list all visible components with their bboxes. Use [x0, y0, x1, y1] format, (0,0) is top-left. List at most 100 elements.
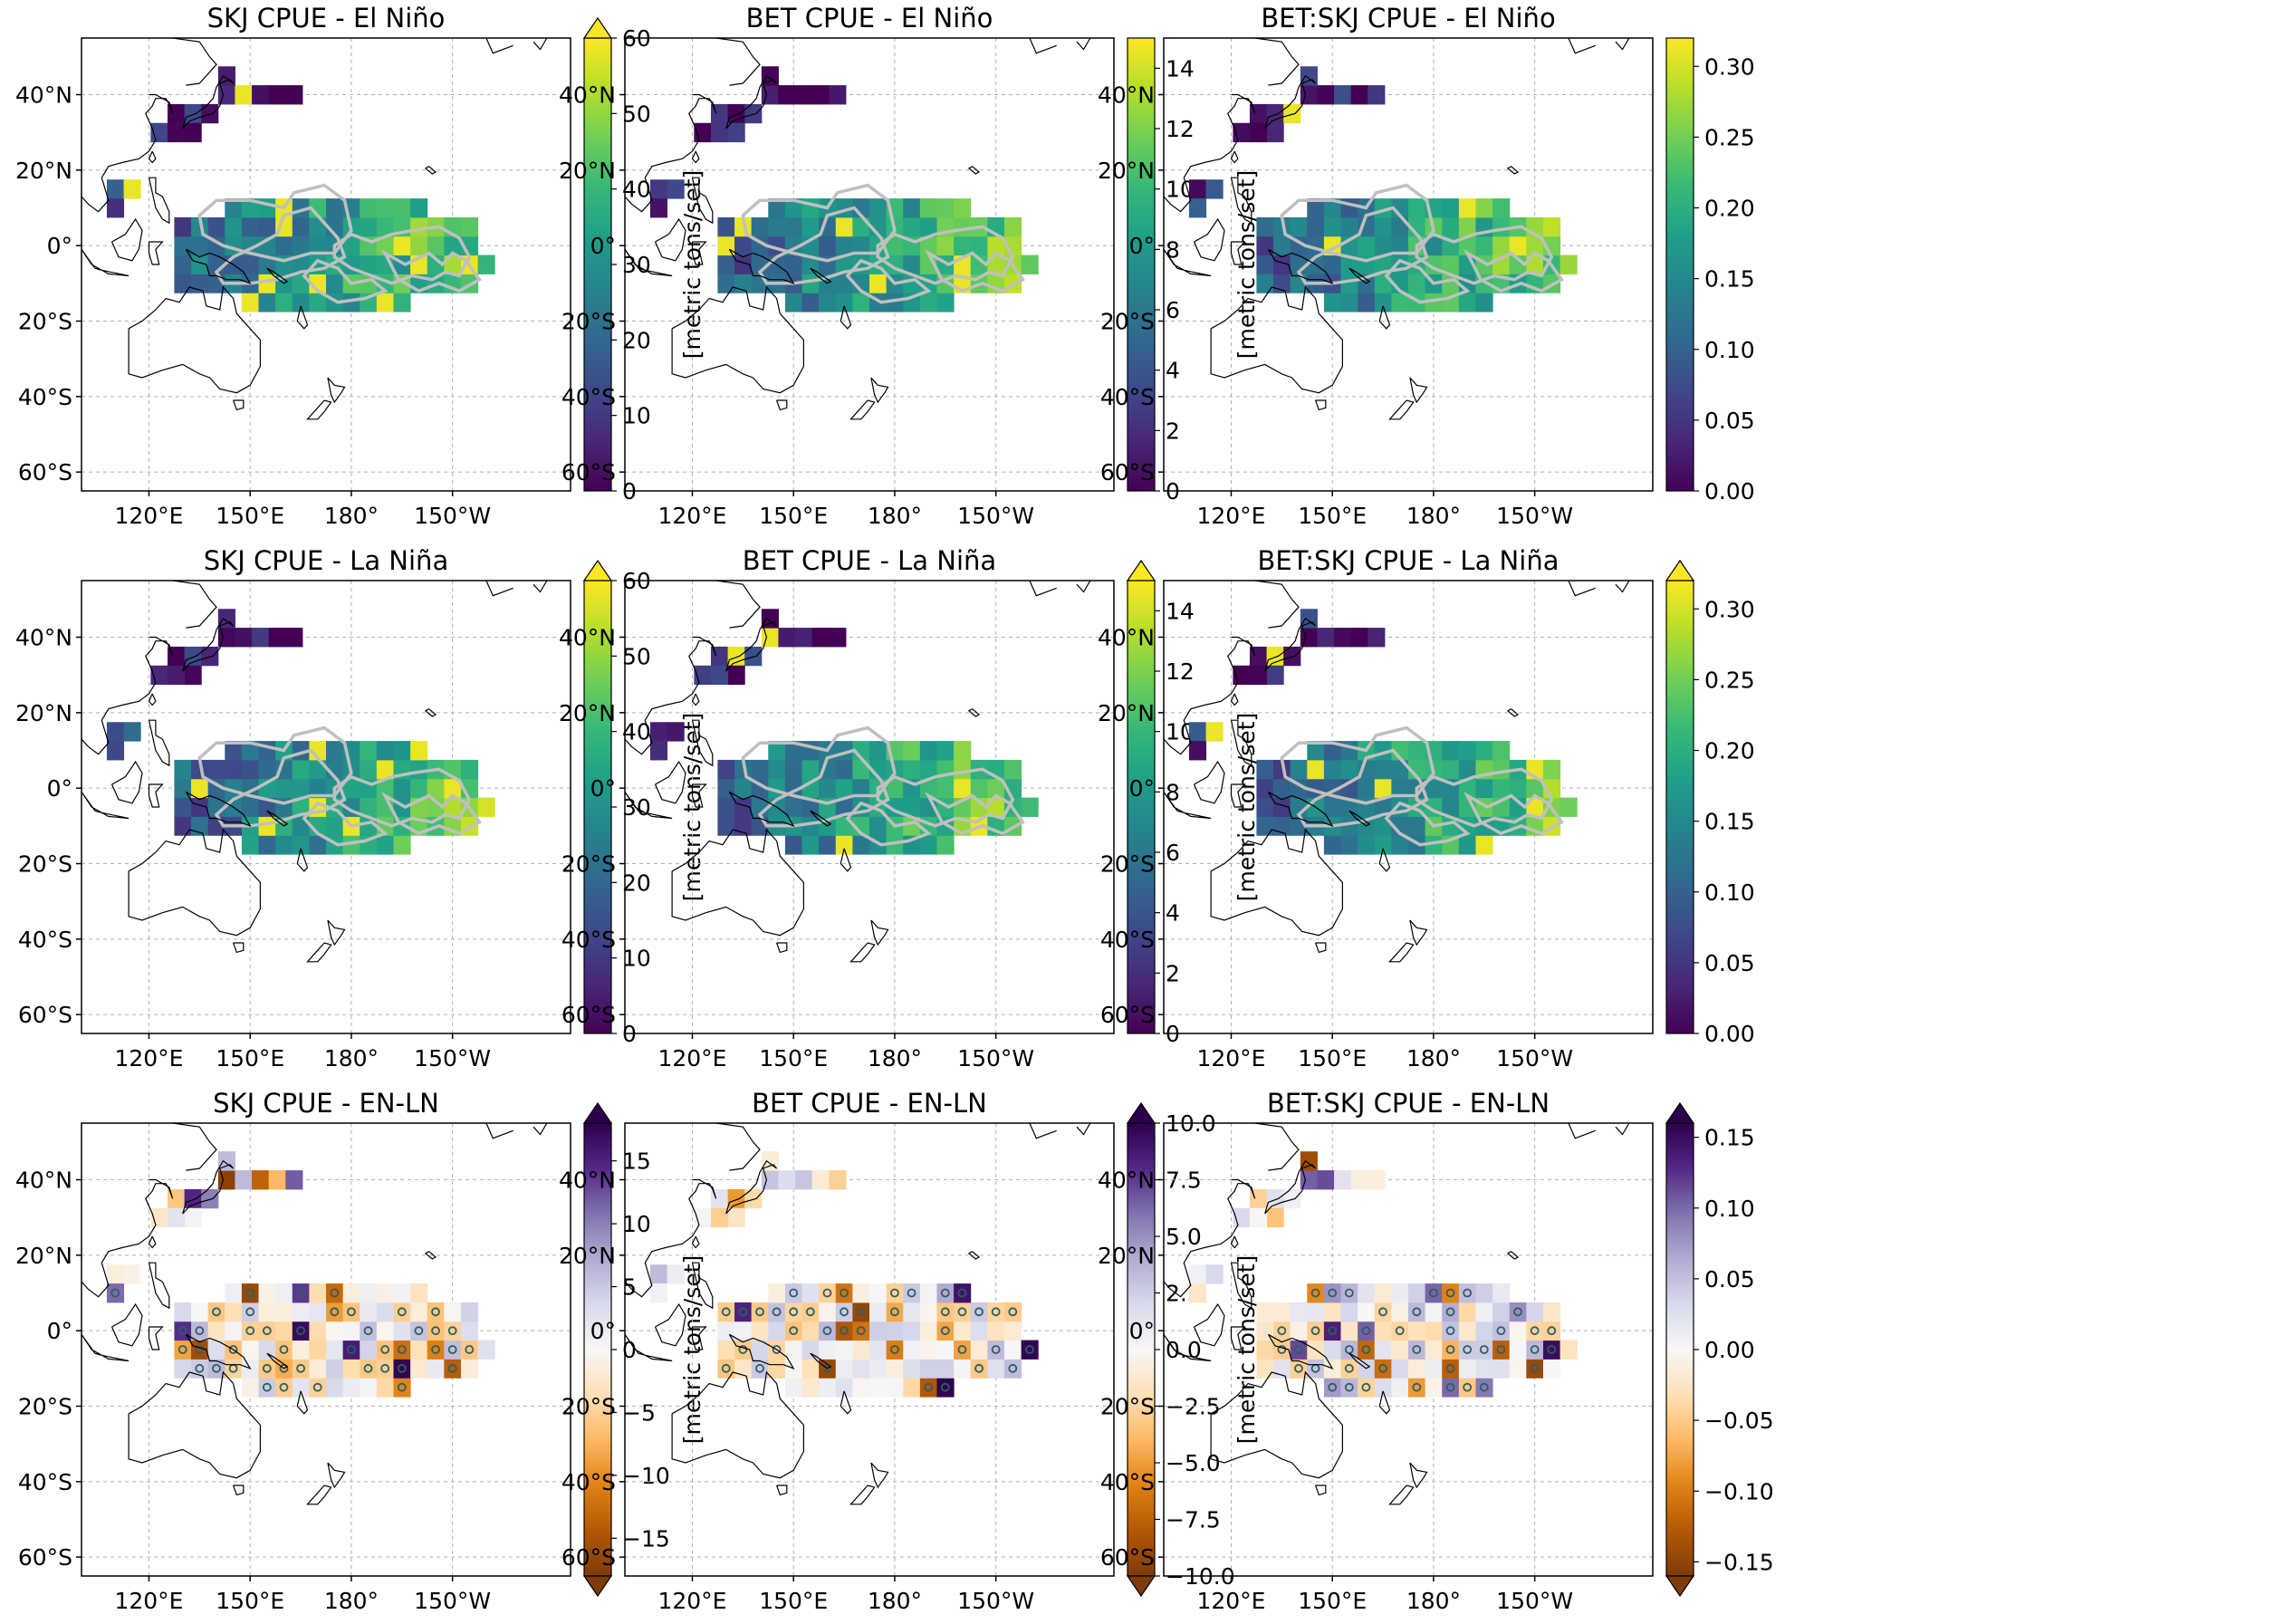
data-cell — [1323, 1302, 1342, 1322]
data-cell — [734, 235, 753, 256]
panel-title: SKJ CPUE - El Niño — [207, 3, 446, 34]
data-cell — [258, 797, 276, 817]
data-cell — [393, 778, 411, 799]
data-cell — [987, 1340, 1005, 1360]
coastline — [625, 636, 717, 755]
eez-outline — [302, 258, 389, 304]
coastline — [148, 693, 157, 706]
coastline — [327, 1462, 346, 1489]
data-cell — [1526, 1340, 1544, 1360]
data-cell — [987, 778, 1005, 799]
coastline — [327, 919, 346, 947]
coastline — [810, 810, 832, 827]
colorbar-extend-max — [1126, 1101, 1156, 1124]
data-cell — [919, 235, 937, 256]
map-panel-7: SKJ CPUE - EN-LN 40°N 20°N 0° 20°S 40°S 60°S 12… — [15, 1088, 705, 1614]
data-cell — [1374, 1378, 1392, 1398]
coastline — [1230, 241, 1246, 265]
coastline — [1164, 248, 1212, 277]
significance-marker — [178, 1326, 187, 1336]
coastline — [485, 1123, 513, 1139]
data-cell — [903, 1340, 921, 1360]
colorbar-tick-label: 0.25 — [1704, 667, 1755, 693]
data-cell — [1458, 1283, 1476, 1303]
significance-marker — [245, 1288, 255, 1298]
data-cell — [1458, 293, 1476, 312]
data-cell — [1323, 741, 1342, 761]
data-cell — [1509, 1359, 1527, 1379]
data-cell — [649, 741, 668, 761]
data-cell — [811, 628, 830, 648]
significance-marker — [1445, 1307, 1455, 1317]
data-cell — [801, 216, 820, 237]
eez-outline — [1296, 748, 1429, 828]
data-cell — [1408, 741, 1426, 761]
map-frame — [624, 580, 1115, 1034]
data-cell — [174, 1359, 192, 1379]
data-cell — [410, 741, 428, 761]
coastline — [625, 1333, 673, 1362]
data-cell — [174, 797, 192, 817]
significance-marker — [414, 1326, 424, 1336]
lon-tick-label: 120°E — [657, 1588, 726, 1614]
data-cell — [1391, 778, 1409, 799]
data-cell — [427, 797, 445, 817]
data-cell — [886, 293, 904, 312]
data-cell — [285, 85, 303, 105]
coastline — [1315, 399, 1327, 411]
data-cell — [795, 85, 813, 105]
data-cell — [784, 835, 803, 855]
coastline — [182, 1159, 235, 1215]
significance-marker — [262, 1326, 272, 1336]
coastline — [266, 267, 289, 284]
colorbar-extend-max — [1126, 559, 1156, 581]
colorbar-tick-label: 10 — [622, 946, 651, 972]
significance-marker — [397, 1382, 407, 1392]
data-cell — [191, 1321, 209, 1341]
colorbar-tick-label: −0.05 — [1704, 1408, 1774, 1434]
data-cell — [292, 235, 310, 256]
colorbar-tick-label: 0.00 — [1704, 1021, 1755, 1047]
data-cell — [1368, 1170, 1386, 1190]
lat-tick-label: 40°N — [1098, 1168, 1155, 1194]
data-cell — [1323, 1340, 1342, 1360]
data-cell — [309, 1302, 327, 1322]
data-cell — [1266, 1188, 1284, 1209]
data-cell — [954, 741, 972, 761]
coastline — [1230, 177, 1252, 225]
data-cell — [835, 835, 853, 855]
data-cell — [410, 1321, 428, 1341]
data-cell — [1256, 1302, 1274, 1322]
data-cell — [801, 816, 820, 836]
data-cell — [784, 759, 803, 780]
data-cell — [1509, 1302, 1527, 1322]
data-cell — [1003, 216, 1022, 237]
data-cell — [174, 216, 192, 237]
coastline — [967, 1251, 981, 1260]
data-cell — [1408, 1378, 1426, 1398]
data-cell — [191, 255, 209, 274]
data-cell — [801, 1359, 820, 1379]
data-cell — [717, 1302, 735, 1322]
data-cell — [309, 1378, 327, 1398]
significance-marker — [1429, 1288, 1438, 1298]
data-cell — [360, 255, 378, 274]
significance-marker — [940, 1382, 950, 1392]
colorbar-tick-label: 10 — [622, 1211, 651, 1237]
map-frame — [1163, 1122, 1654, 1577]
data-cell — [1475, 293, 1493, 312]
data-cell — [1205, 1264, 1224, 1284]
data-cell — [292, 1359, 310, 1379]
data-cell — [1256, 1321, 1274, 1341]
data-cell — [225, 1283, 243, 1303]
eez-outline — [1463, 792, 1564, 836]
coastline — [1409, 377, 1428, 404]
data-cell — [1283, 1188, 1301, 1209]
data-cell — [835, 759, 853, 780]
data-cell — [1391, 1302, 1409, 1322]
coastline — [725, 1159, 778, 1215]
data-cell — [326, 1283, 344, 1303]
data-cell — [1492, 1340, 1511, 1360]
data-cell — [123, 1264, 141, 1284]
data-cell — [184, 122, 202, 143]
